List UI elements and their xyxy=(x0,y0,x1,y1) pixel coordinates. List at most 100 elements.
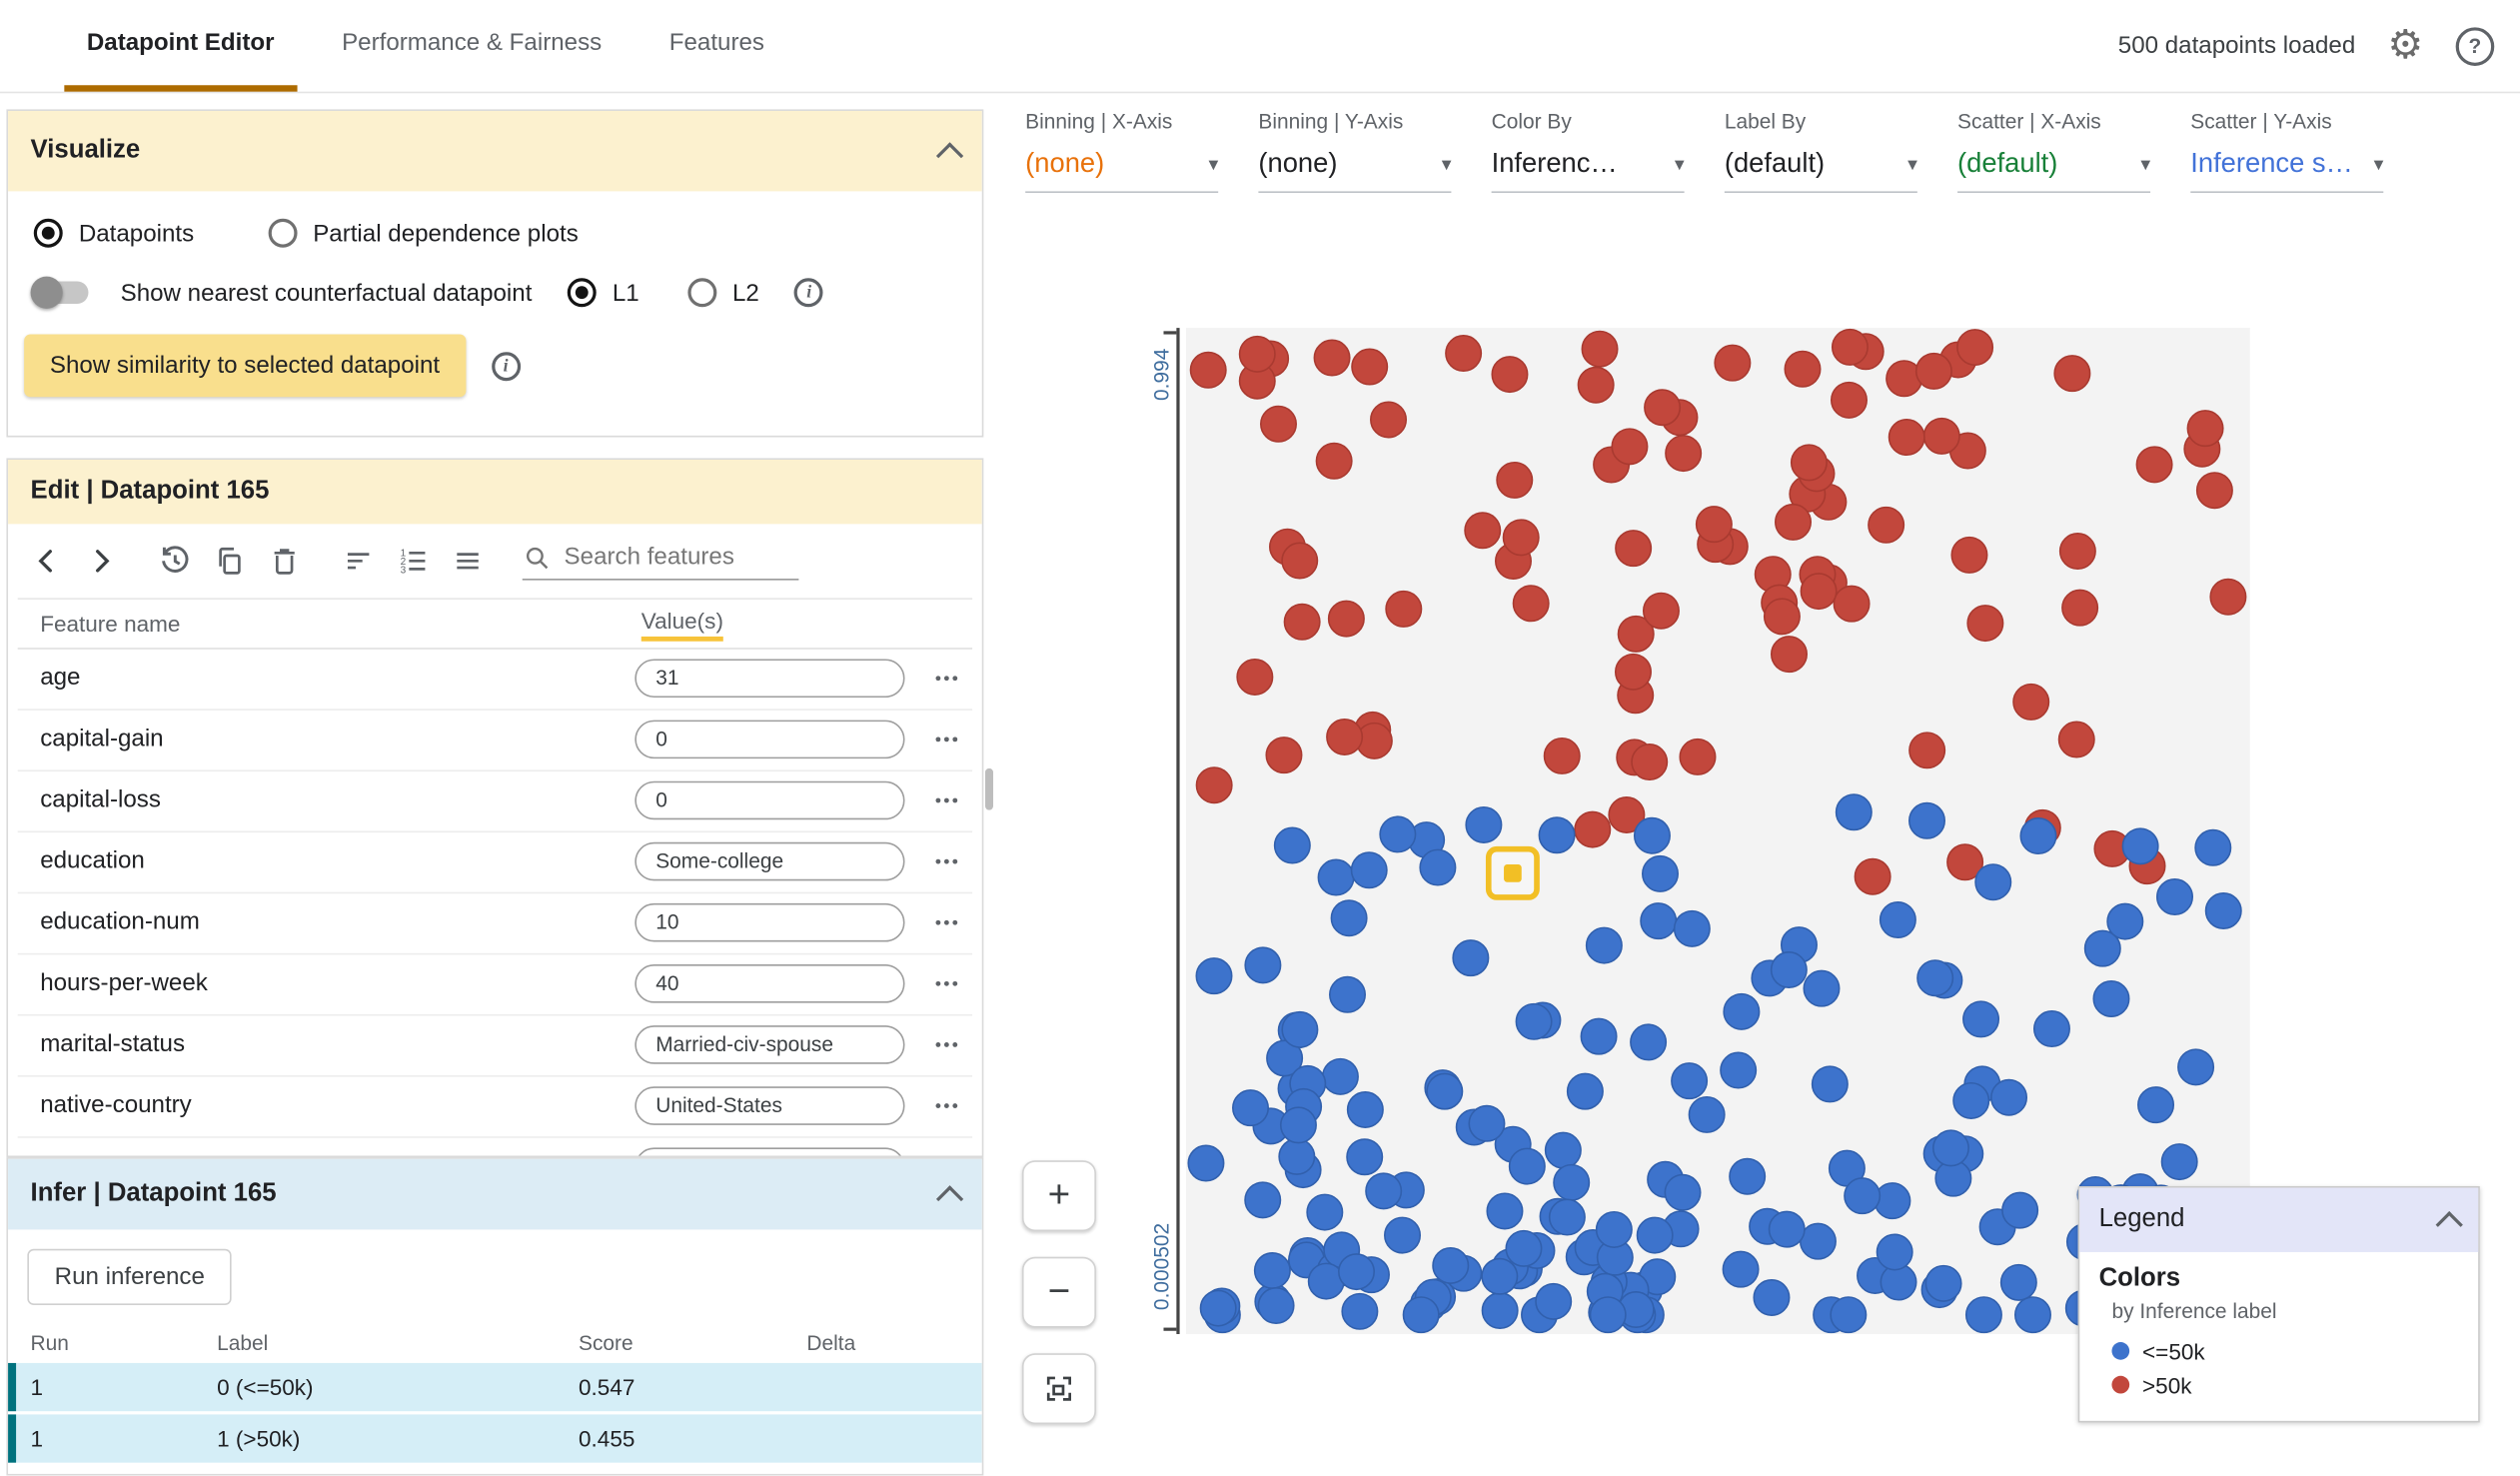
datapoint-blue[interactable] xyxy=(1199,1289,1237,1327)
datapoint-blue[interactable] xyxy=(2083,929,2121,967)
datapoint-red[interactable] xyxy=(1496,461,1534,499)
datapoint-red[interactable] xyxy=(1189,351,1227,389)
datapoint-blue[interactable] xyxy=(1931,1129,1969,1167)
datapoint-red[interactable] xyxy=(1946,843,1984,881)
datapoint-blue[interactable] xyxy=(2156,878,2194,915)
sort-features-icon[interactable] xyxy=(333,537,384,585)
datapoint-red[interactable] xyxy=(1370,401,1408,439)
datapoint-blue[interactable] xyxy=(1273,826,1311,864)
feature-more-icon[interactable] xyxy=(924,845,969,877)
datapoint-blue[interactable] xyxy=(1633,816,1671,854)
feature-value-input[interactable]: 0 xyxy=(634,780,905,820)
counterfactual-toggle[interactable] xyxy=(30,276,89,309)
datapoint-blue[interactable] xyxy=(1244,946,1282,984)
datapoint-blue[interactable] xyxy=(1317,858,1355,896)
datapoint-red[interactable] xyxy=(1775,503,1813,541)
revert-history-icon[interactable] xyxy=(150,537,201,585)
partial-dependence-radio[interactable]: Partial dependence plots xyxy=(268,218,579,248)
feature-more-icon[interactable] xyxy=(924,1090,969,1122)
datapoint-red[interactable] xyxy=(1966,605,2004,643)
feature-value-input[interactable]: 10 xyxy=(634,902,905,942)
control-dropdown-scatter-y-axis[interactable]: Inference s… ▾ xyxy=(2190,148,2384,194)
datapoint-red[interactable] xyxy=(1763,598,1801,636)
datapoint-blue[interactable] xyxy=(1974,863,2012,901)
datapoint-blue[interactable] xyxy=(1330,899,1368,937)
datapoint-red[interactable] xyxy=(1888,418,1925,456)
datapoint-blue[interactable] xyxy=(1465,805,1503,843)
datapoint-red[interactable] xyxy=(1631,743,1669,781)
feature-more-icon[interactable] xyxy=(924,784,969,816)
search-features-input[interactable] xyxy=(561,542,792,573)
datapoint-blue[interactable] xyxy=(1195,957,1233,995)
datapoint-blue[interactable] xyxy=(1338,1253,1376,1291)
feature-more-icon[interactable] xyxy=(924,967,969,999)
datapoint-red[interactable] xyxy=(1784,350,1822,388)
datapoint-blue[interactable] xyxy=(2194,828,2232,866)
datapoint-blue[interactable] xyxy=(1432,1246,1470,1284)
datapoint-red[interactable] xyxy=(1265,737,1303,774)
datapoint-blue[interactable] xyxy=(1595,1210,1633,1248)
feature-value-input[interactable]: Exec-managerial xyxy=(634,1147,905,1156)
datapoint-blue[interactable] xyxy=(1346,1138,1384,1176)
datapoint-blue[interactable] xyxy=(1835,793,1873,831)
datapoint-blue[interactable] xyxy=(1723,992,1761,1030)
delete-datapoint-trash-icon[interactable] xyxy=(259,537,310,585)
datapoint-blue[interactable] xyxy=(1589,1296,1627,1334)
datapoint-red[interactable] xyxy=(1854,857,1891,895)
datapoint-blue[interactable] xyxy=(1402,1296,1440,1334)
datapoint-red[interactable] xyxy=(1950,536,1988,574)
datapoint-blue[interactable] xyxy=(1640,902,1678,940)
datapoint-red[interactable] xyxy=(1790,444,1828,482)
datapoint-blue[interactable] xyxy=(1990,1078,2028,1116)
datapoint-red[interactable] xyxy=(1326,718,1364,755)
selected-datapoint[interactable] xyxy=(1504,863,1522,882)
datapoint-blue[interactable] xyxy=(1844,1177,1882,1215)
datapoint-red[interactable] xyxy=(2135,446,2173,484)
datapoints-radio[interactable]: Datapoints xyxy=(33,218,194,248)
datapoint-red[interactable] xyxy=(1611,428,1649,466)
previous-datapoint-button[interactable] xyxy=(21,537,72,585)
datapoint-blue[interactable] xyxy=(1924,1264,1962,1302)
datapoint-red[interactable] xyxy=(1445,335,1483,373)
datapoint-red[interactable] xyxy=(1327,600,1365,638)
datapoint-blue[interactable] xyxy=(1811,1065,1849,1103)
duplicate-datapoint-copy-icon[interactable] xyxy=(204,537,255,585)
datapoint-blue[interactable] xyxy=(1379,815,1417,853)
datapoint-blue[interactable] xyxy=(1508,1147,1546,1185)
datapoint-red[interactable] xyxy=(2053,355,2091,393)
feature-value-input[interactable]: 31 xyxy=(634,659,905,699)
datapoint-red[interactable] xyxy=(1581,330,1619,368)
feature-value-input[interactable]: United-States xyxy=(634,1086,905,1125)
datapoint-red[interactable] xyxy=(1922,417,1960,455)
datapoint-blue[interactable] xyxy=(1253,1251,1291,1289)
datapoint-red[interactable] xyxy=(1315,442,1353,480)
info-icon[interactable]: i xyxy=(794,278,824,308)
datapoint-blue[interactable] xyxy=(1505,1229,1543,1267)
datapoint-blue[interactable] xyxy=(1916,959,1954,997)
datapoint-blue[interactable] xyxy=(1535,1282,1573,1320)
zoom-out-button[interactable]: − xyxy=(1021,1256,1096,1328)
next-datapoint-button[interactable] xyxy=(76,537,127,585)
reorder-features-icon[interactable] xyxy=(442,537,493,585)
datapoint-blue[interactable] xyxy=(1636,1216,1674,1254)
datapoint-red[interactable] xyxy=(2058,533,2096,571)
datapoint-red[interactable] xyxy=(1800,573,1838,611)
datapoint-blue[interactable] xyxy=(1671,1062,1709,1100)
datapoint-blue[interactable] xyxy=(1964,1296,2002,1334)
datapoint-blue[interactable] xyxy=(1544,1131,1582,1169)
help-icon[interactable]: ? xyxy=(2455,26,2495,66)
control-dropdown-label-by[interactable]: (default) ▾ xyxy=(1724,148,1917,194)
datapoint-blue[interactable] xyxy=(1350,851,1388,889)
datapoint-blue[interactable] xyxy=(1720,1051,1758,1089)
datapoint-blue[interactable] xyxy=(1580,1017,1618,1055)
datapoint-blue[interactable] xyxy=(1803,969,1841,1007)
settings-gear-icon[interactable]: ⚙ xyxy=(2387,22,2424,68)
datapoint-red[interactable] xyxy=(2057,721,2095,758)
datapoint-blue[interactable] xyxy=(1346,1090,1384,1128)
datapoint-blue[interactable] xyxy=(2160,1143,2198,1181)
datapoint-blue[interactable] xyxy=(1329,975,1366,1013)
panel-resize-handle[interactable] xyxy=(984,767,994,810)
datapoint-blue[interactable] xyxy=(1799,1222,1837,1260)
datapoint-blue[interactable] xyxy=(1876,1233,1913,1271)
datapoint-blue[interactable] xyxy=(1365,1172,1403,1210)
